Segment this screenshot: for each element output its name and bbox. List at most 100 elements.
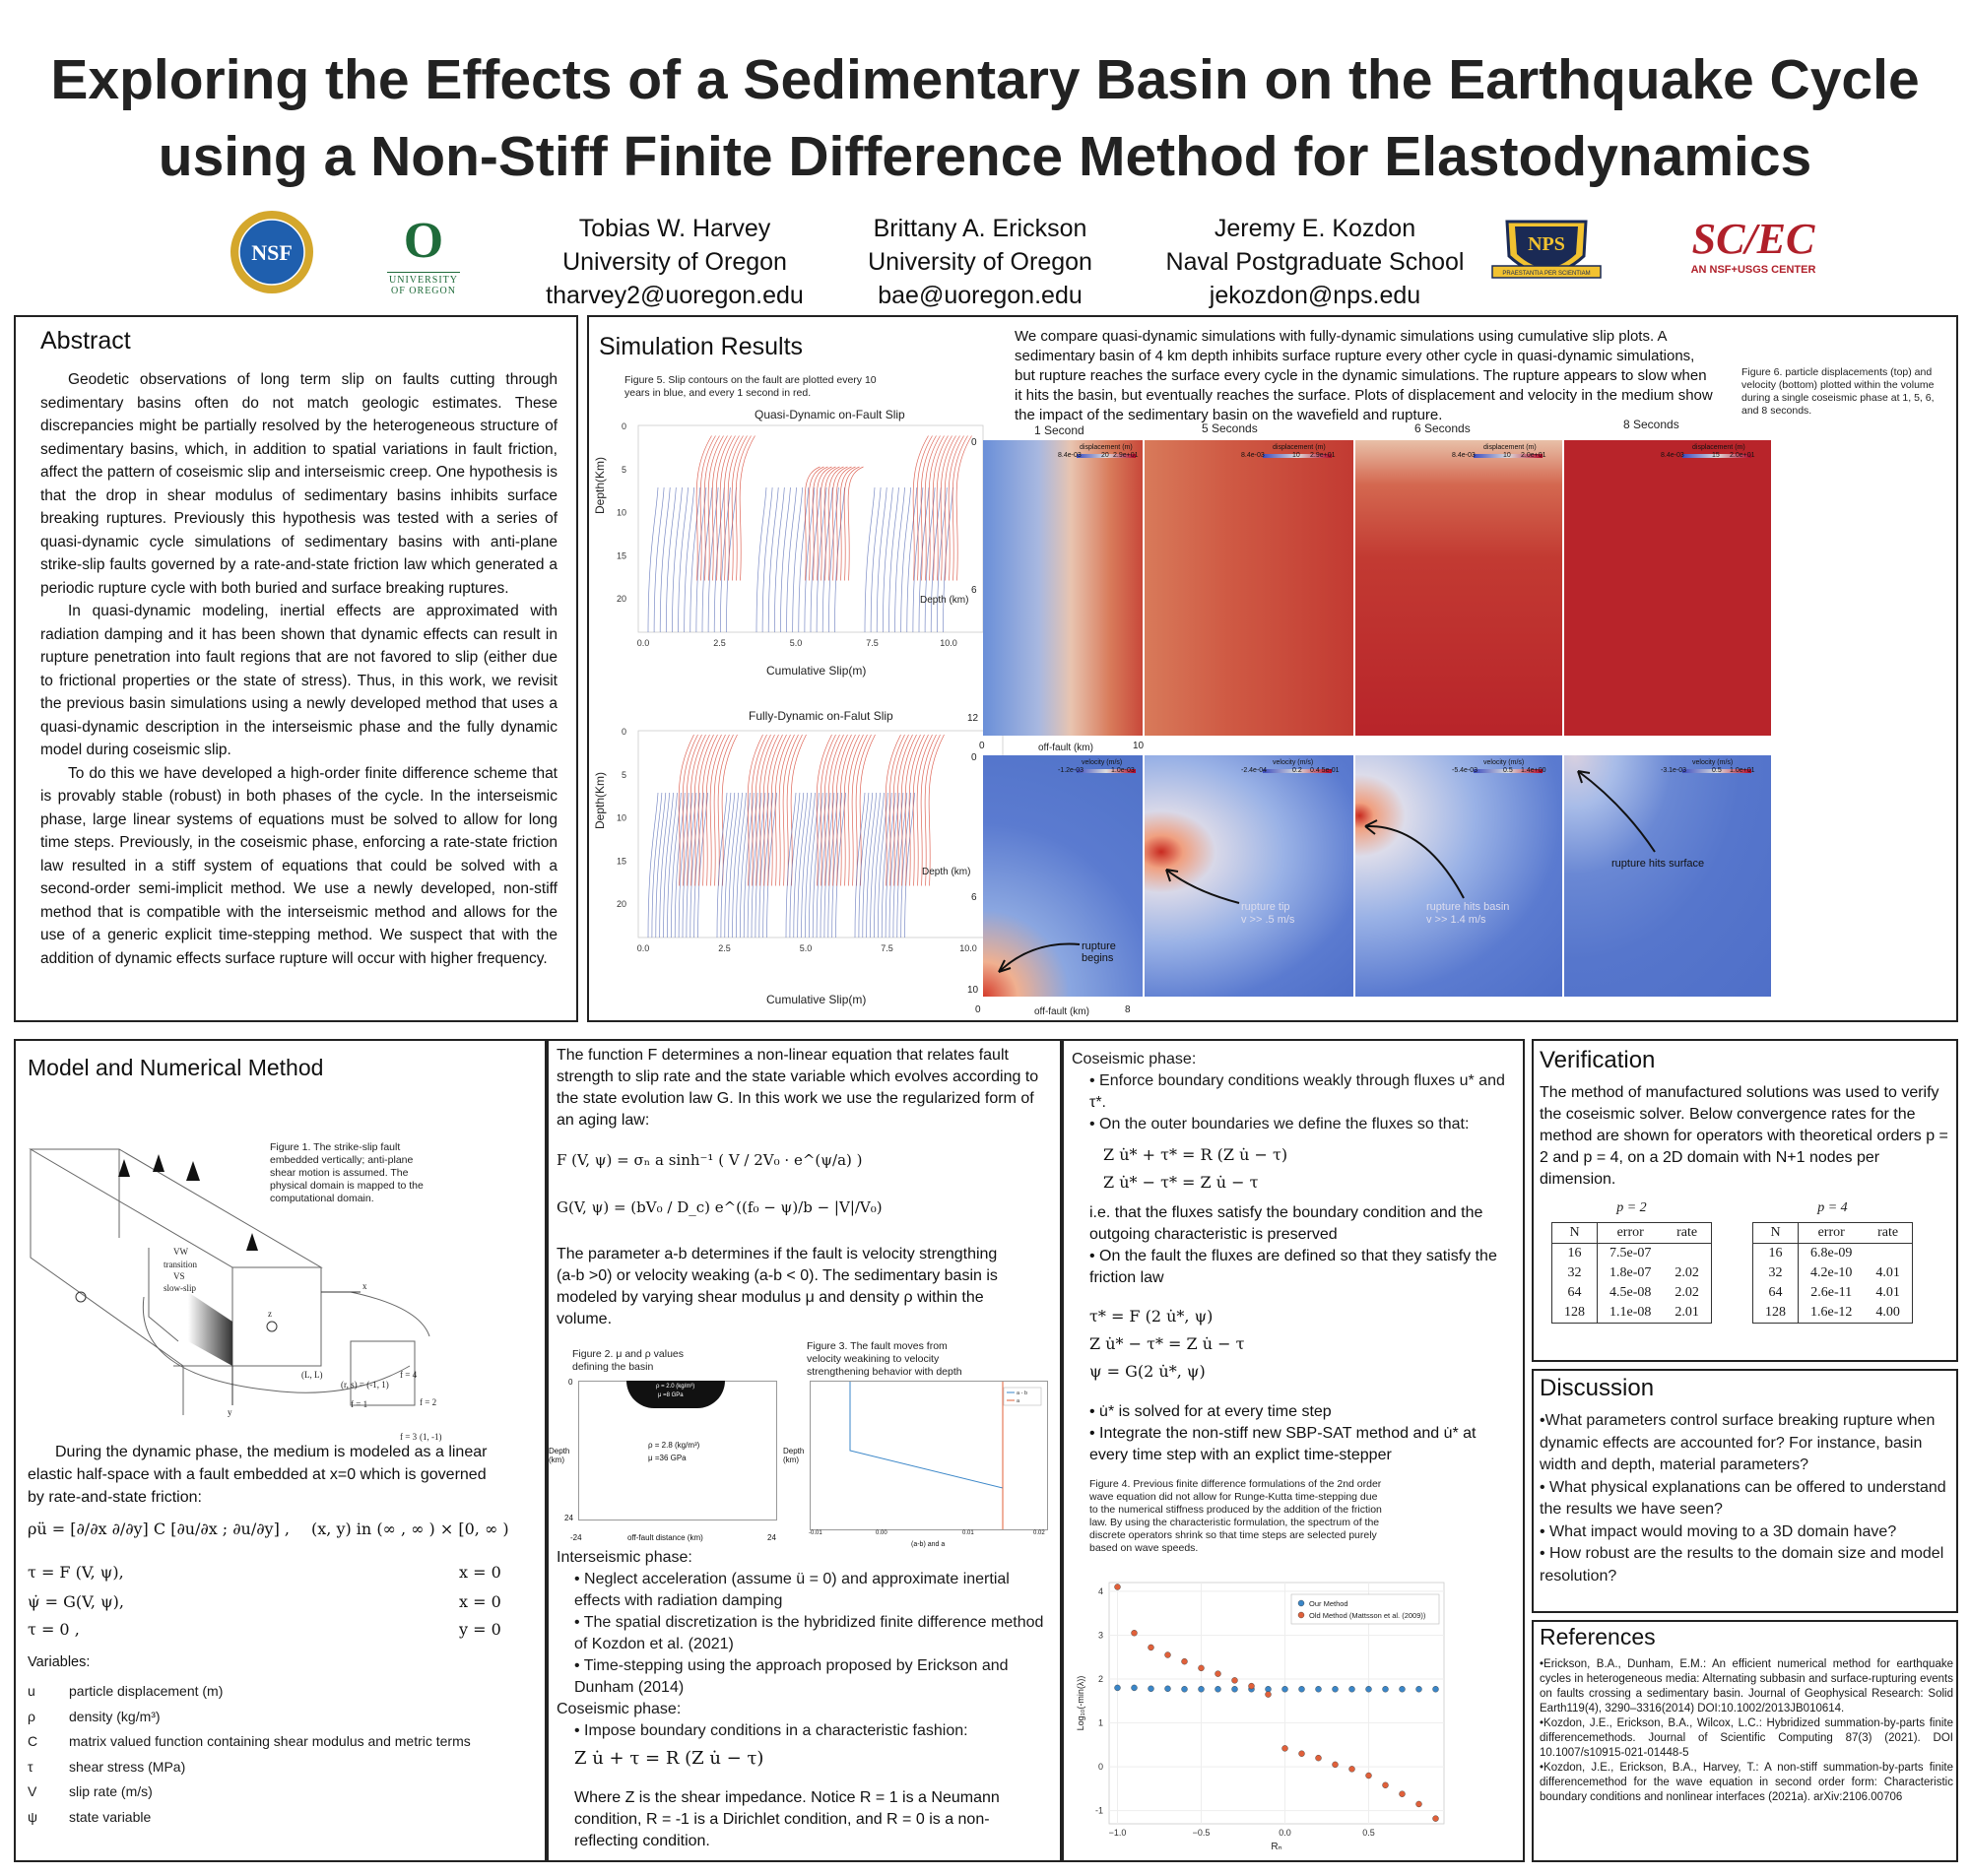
coseismic-contour	[823, 466, 840, 581]
interseismic-contour	[900, 792, 912, 938]
interseismic-contour	[854, 792, 866, 938]
coseismic-contour	[735, 435, 752, 581]
data-point	[1365, 1686, 1372, 1693]
data-point	[1281, 1745, 1288, 1752]
equation-domain: (x, y) in (∞ , ∞ ) × [0, ∞ )	[311, 1520, 509, 1538]
coseismic-contour	[916, 734, 933, 886]
data-point	[1315, 1686, 1322, 1693]
coseismic-contour	[936, 435, 952, 581]
fig1-label-slowslip: slow-slip	[164, 1283, 197, 1293]
colorbar-tick: 0.5	[1712, 767, 1722, 774]
y-tick-label: 20	[617, 594, 626, 604]
legend	[1290, 1593, 1440, 1625]
interseismic-contour	[773, 486, 785, 633]
y-tick-label: 2	[1098, 1674, 1103, 1684]
interseismic-contour	[672, 486, 683, 633]
interseismic-contour	[651, 792, 663, 938]
coseismic-contour	[855, 734, 872, 886]
y-tick-label: 0	[1098, 1762, 1103, 1772]
coseismic-contour	[703, 435, 720, 581]
title-line-2: using a Non-Stiff Finite Difference Meth…	[158, 125, 1812, 188]
coseismic-contour	[699, 435, 716, 581]
data-point	[1131, 1684, 1138, 1692]
interseismic-contour	[792, 486, 804, 633]
interseismic-contour	[697, 792, 708, 938]
table-header-row: N error rate	[1752, 1222, 1913, 1244]
interseismic-contour	[797, 792, 809, 938]
tick: 0.00	[876, 1530, 887, 1536]
colorbar	[1077, 454, 1136, 458]
coseismic-contour	[715, 435, 732, 581]
interseismic-contour	[930, 486, 942, 633]
coseismic-contour	[755, 734, 771, 886]
table-header: N	[1551, 1222, 1598, 1244]
coseismic-contour	[701, 734, 718, 886]
equation-G: G(V, ψ) = (bV₀ / D_c) e^((f₀ − ψ)/b − |V…	[557, 1198, 883, 1216]
data-point	[1215, 1670, 1221, 1677]
tick: 24	[767, 1533, 776, 1542]
tick: 0	[568, 1378, 573, 1387]
coseismic-contour	[851, 734, 868, 886]
colorbar-tick: -3.1e-03	[1661, 767, 1687, 774]
fig2-plot: ρ = 2.0 (kg/m³) μ =8 GPa ρ = 2.8 (kg/m³)…	[578, 1381, 777, 1520]
coseismic-contour	[847, 734, 864, 886]
table-cell: 4.00	[1875, 1305, 1900, 1320]
tick: 24	[564, 1514, 573, 1522]
coseismic-contour	[859, 734, 876, 886]
fig3-legend-item: a - b	[1017, 1391, 1027, 1396]
table-header: rate	[1877, 1225, 1899, 1240]
svg-text:NSF: NSF	[251, 240, 293, 265]
coseismic-title: Coseismic phase:	[557, 1701, 682, 1717]
table-cell	[1864, 1244, 1912, 1264]
colorbar-tick: 15	[1712, 452, 1720, 459]
interseismic-contour	[804, 486, 816, 633]
equation-row-condition: x = 0	[459, 1592, 501, 1611]
fault-domain-diagram: VW transition VS slow-slip x y z (L, L) …	[29, 1148, 442, 1442]
dynamic-phase-text: During the dynamic phase, the medium is …	[28, 1444, 488, 1506]
coseismic-contour	[717, 734, 734, 886]
coseismic-contour	[719, 435, 736, 581]
variable-row: u particle displacement (m)	[28, 1679, 540, 1705]
discussion-item: •What parameters control surface breakin…	[1540, 1412, 1936, 1473]
slip-plot-2: 0 5 10 15 20 0.0 2.5 5.0 7.5 10.0	[589, 721, 1022, 957]
coseismic-contour	[831, 734, 848, 886]
table-cell: 32	[1551, 1263, 1598, 1283]
slip-plot-1-ylabel: Depth(Km)	[593, 456, 607, 514]
coseismic-contour	[774, 734, 791, 886]
arrow-icon	[1364, 819, 1465, 899]
data-point	[1432, 1686, 1439, 1693]
legend-label: Old Method (Mattsson et al. (2009))	[1309, 1611, 1426, 1620]
interseismic-contour	[755, 792, 766, 938]
y-axis-label: Log₁₀(-min(λ))	[1076, 1676, 1085, 1731]
coseismic-contour	[778, 734, 795, 886]
rho-label: ρ = 2.8 (kg/m³)	[648, 1441, 700, 1450]
slip-plot-2-ylabel: Depth(Km)	[593, 771, 607, 829]
interseismic-contour	[862, 792, 874, 938]
author-affiliation: University of Oregon	[868, 248, 1092, 276]
data-point	[1248, 1682, 1255, 1690]
variable-row: ρ density (kg/m³)	[28, 1705, 540, 1730]
table-cell: 4.5e-08	[1609, 1285, 1652, 1300]
y-tick-label: 3	[1098, 1630, 1103, 1640]
interseismic-contour	[924, 486, 936, 633]
colorbar-tick: 2.0e+01	[1521, 452, 1546, 459]
data-point	[1365, 1772, 1372, 1779]
discussion-list: •What parameters control surface breakin…	[1540, 1410, 1953, 1587]
equation-row: τ = 0 ,	[28, 1620, 80, 1639]
tick: 0	[979, 741, 985, 751]
variable-desc: slip rate (m/s)	[69, 1783, 153, 1799]
y-tick-label: 10	[617, 508, 626, 518]
friction-panel: The function F determines a non-linear e…	[547, 1039, 1062, 1862]
coseismic-contour	[770, 734, 787, 886]
interseismic-contour	[789, 792, 801, 938]
interseismic-contour	[904, 792, 915, 938]
interseismic-contour	[716, 792, 728, 938]
table-cell: 2.01	[1674, 1305, 1699, 1320]
uo-text-1: UNIVERSITY	[389, 275, 458, 286]
table-cell: 128	[1551, 1303, 1598, 1324]
table-cell: 16	[1752, 1243, 1799, 1263]
displacement-map-8s: displacement (m) 8.4e-03 15 2.0e+01	[1564, 440, 1771, 736]
data-point	[1181, 1657, 1188, 1665]
variable-symbol: C	[28, 1733, 38, 1749]
coseismic-contour	[766, 734, 783, 886]
